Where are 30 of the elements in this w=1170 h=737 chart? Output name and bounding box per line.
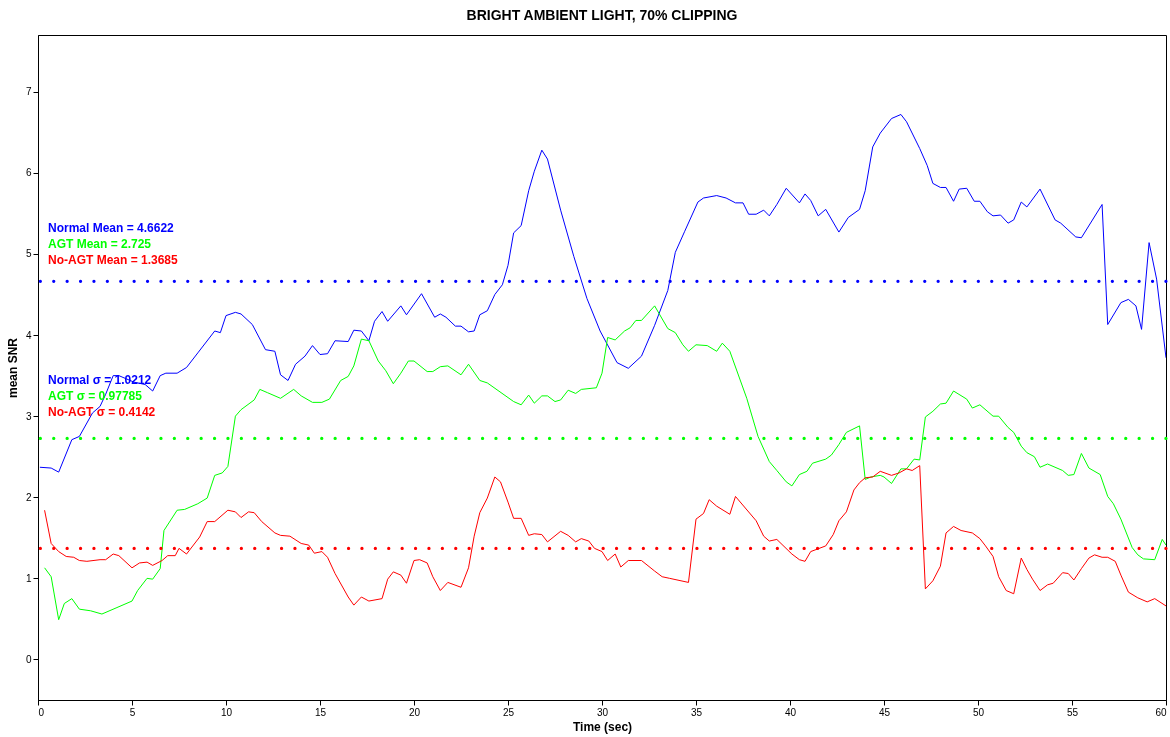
- y-tick-label: 3: [25, 410, 32, 422]
- x-tick-label: 60: [1155, 706, 1167, 718]
- x-tick-label: 50: [972, 706, 985, 718]
- x-tick-label: 20: [408, 706, 421, 718]
- annotation: No-AGT Mean = 1.3685: [48, 253, 179, 267]
- x-tick-label: 15: [314, 706, 327, 718]
- annotation: AGT σ = 0.97785: [48, 389, 143, 403]
- annotation: Normal Mean = 4.6622: [48, 221, 175, 235]
- x-tick-label: 35: [690, 706, 703, 718]
- x-tick-label: 0: [38, 706, 45, 718]
- y-tick-label: 0: [25, 653, 32, 665]
- x-tick-label: 45: [878, 706, 891, 718]
- line-series: [39, 113, 1166, 473]
- y-tick-label: 1: [25, 572, 32, 584]
- x-tick-label: 55: [1066, 706, 1079, 718]
- annotation: AGT Mean = 2.725: [48, 237, 152, 251]
- x-tick-label: 30: [596, 706, 609, 718]
- x-tick-label: 5: [129, 706, 136, 718]
- annotation: No-AGT σ = 0.4142: [48, 405, 156, 419]
- x-axis-title: Time (sec): [572, 719, 633, 734]
- y-tick-label: 5: [25, 248, 32, 260]
- x-tick-label: 25: [502, 706, 515, 718]
- y-tick-label: 4: [25, 329, 32, 341]
- y-tick-label: 6: [25, 167, 32, 179]
- y-tick-label: 7: [25, 86, 32, 98]
- x-tick-label: 40: [784, 706, 797, 718]
- y-tick-label: 2: [25, 491, 32, 503]
- chart-title: BRIGHT AMBIENT LIGHT, 70% CLIPPING: [466, 7, 738, 23]
- y-axis-title: mean SNR: [5, 337, 20, 399]
- x-tick-label: 10: [220, 706, 233, 718]
